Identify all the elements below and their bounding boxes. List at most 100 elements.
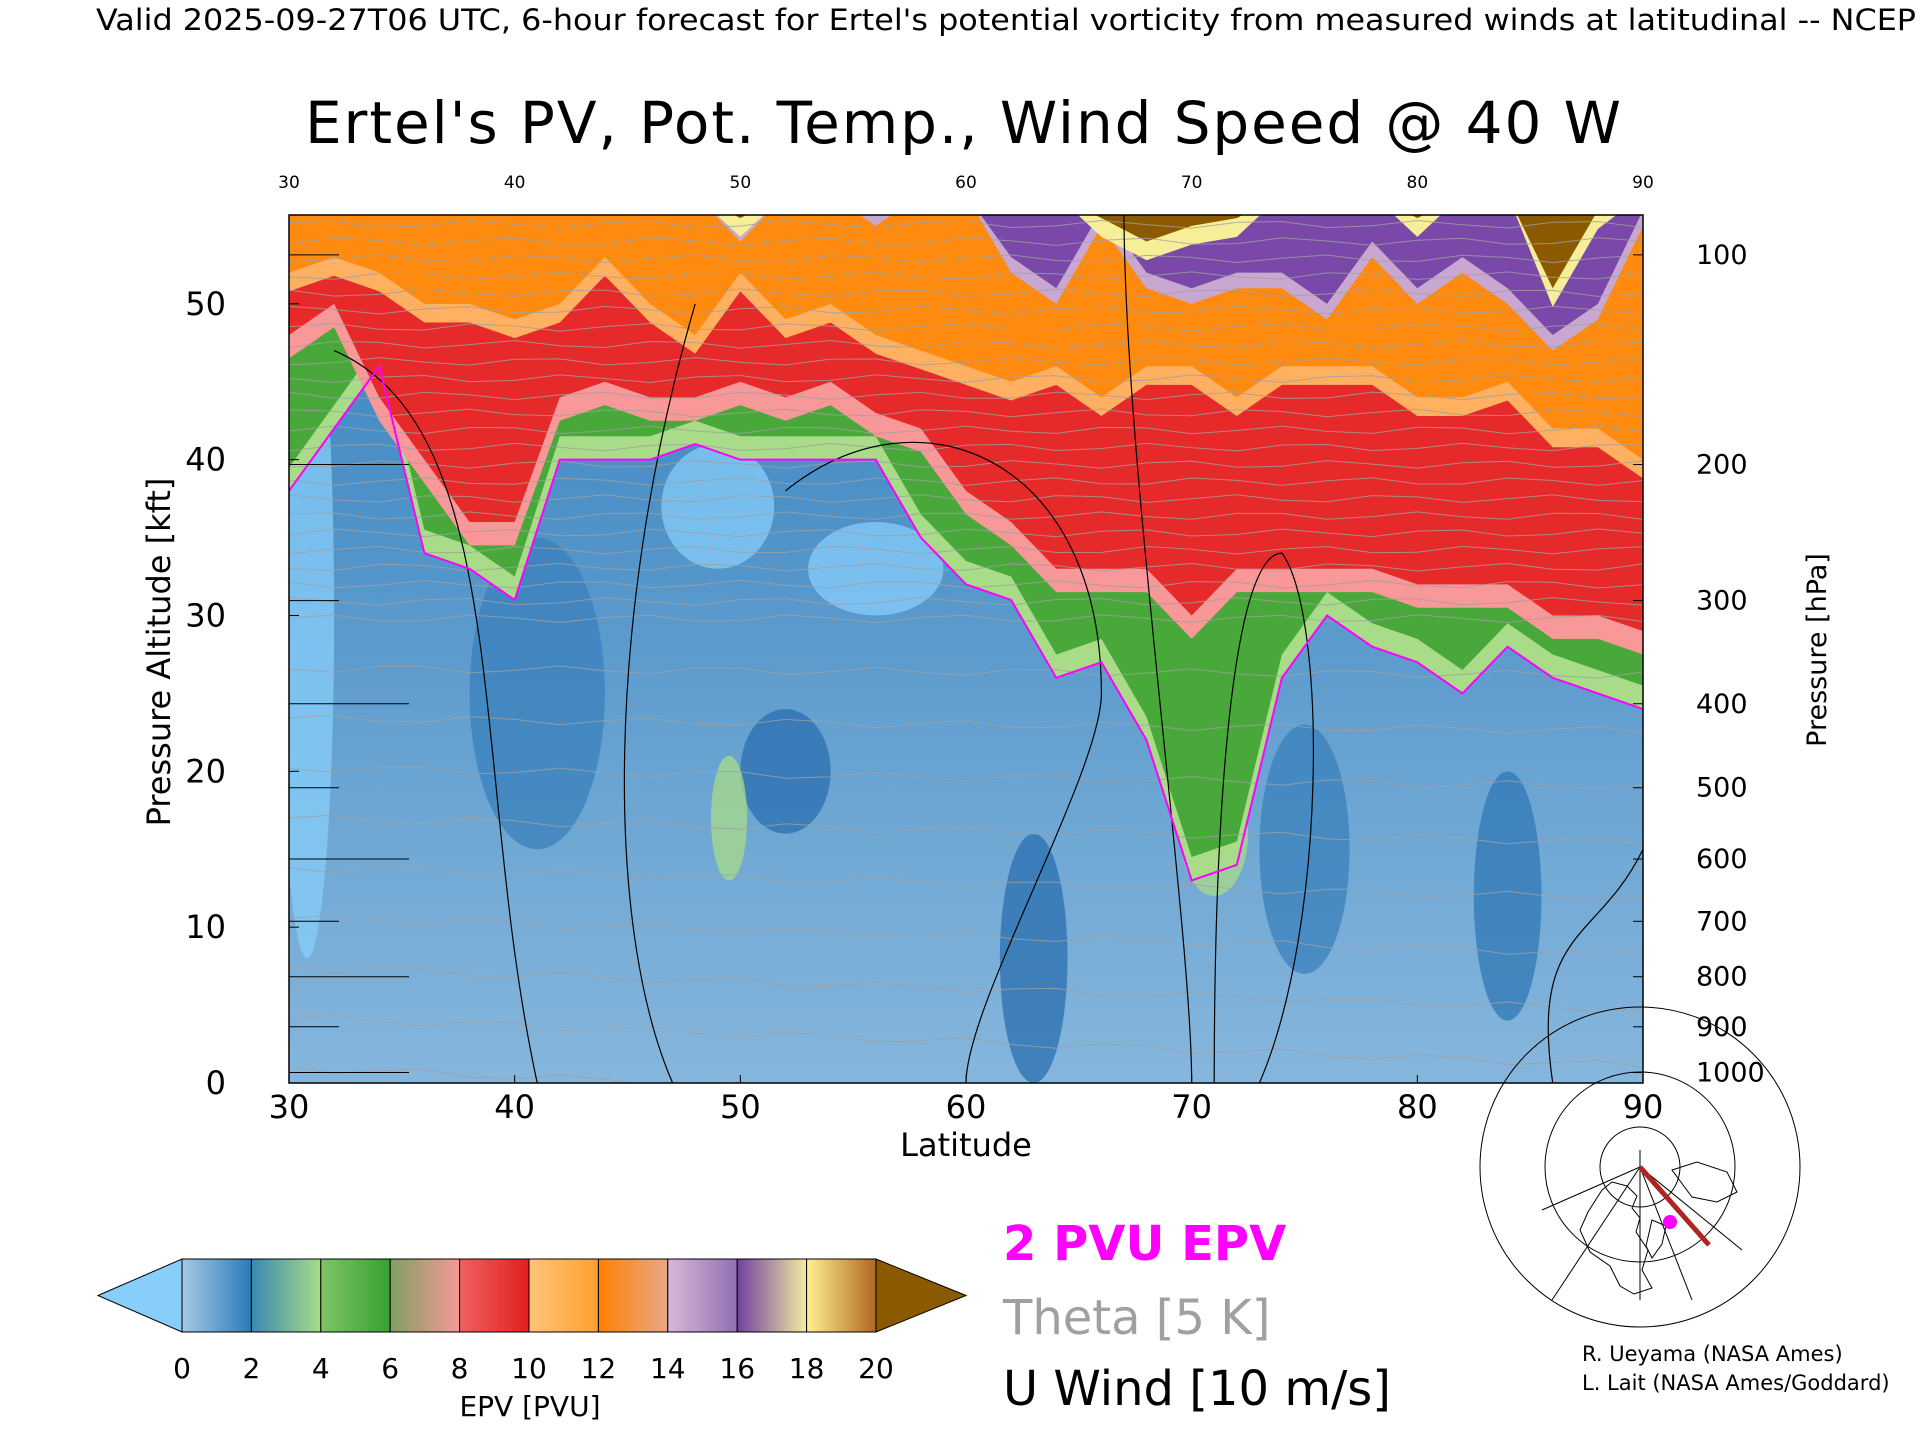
colorbar-segment [597, 1258, 669, 1333]
top-x-tick-label: 30 [278, 173, 300, 193]
top-x-tick-label: 60 [955, 173, 977, 193]
theta-contour [289, 391, 1643, 401]
colorbar-tick-label: 14 [650, 1352, 686, 1385]
theta-contour [289, 442, 1643, 452]
theta-contour [289, 665, 1643, 679]
theta-contour [289, 425, 1643, 435]
colorbar-segment [389, 1258, 461, 1333]
theta-contour [289, 357, 1643, 366]
band-16-18pvu [724, 215, 1641, 335]
theta-contour [289, 562, 1643, 572]
legend: 2 PVU EPV Theta [5 K] U Wind [10 m/s] [1002, 1216, 1391, 1417]
colorbar-over-triangle [875, 1258, 968, 1333]
theta-contour [289, 814, 1643, 846]
plot-area [289, 215, 1643, 1083]
theta-contour [289, 374, 1643, 383]
theta-contour [289, 511, 1643, 520]
theta-contour [289, 219, 1643, 229]
theta-contour [289, 528, 1643, 538]
y-tick-label: 30 [185, 596, 226, 634]
legend-wind: U Wind [10 m/s] [1003, 1361, 1391, 1417]
colorbar: 0 2 4 6 8 10 12 14 16 18 20 [96, 1258, 968, 1385]
theta-contour [289, 545, 1643, 555]
u-wind-contour [623, 303, 696, 1083]
theta-contour [289, 1014, 1643, 1068]
top-x-tick-label: 70 [1181, 173, 1203, 193]
y-tick-label: 40 [185, 441, 226, 479]
colorbar-tick-label: 8 [451, 1352, 469, 1385]
theta-contour [289, 714, 1643, 734]
colorbar-segment [806, 1258, 877, 1333]
pv-patch [1259, 724, 1350, 974]
pv-patch [740, 708, 831, 834]
credit-line: R. Ueyama (NASA Ames) [1582, 1342, 1843, 1366]
colorbar-tick-label: 0 [173, 1352, 191, 1385]
y-tick-label: 10 [185, 908, 226, 946]
x-tick-label: 60 [946, 1088, 987, 1126]
colorbar-under-triangle [96, 1258, 183, 1333]
legend-epv: 2 PVU EPV [1003, 1216, 1286, 1272]
locator-map [1479, 1006, 1801, 1328]
top-x-tick-label: 90 [1632, 173, 1654, 193]
colorbar-tick-label: 10 [511, 1352, 547, 1385]
theta-contour [289, 408, 1643, 418]
top-x-tick-label: 50 [730, 173, 752, 193]
colorbar-segment [736, 1258, 808, 1333]
y2-tick-label: 800 [1696, 962, 1748, 993]
figure-subtitle: Valid 2025-09-27T06 UTC, 6-hour forecast… [96, 3, 1916, 37]
y2-tick-label: 700 [1696, 906, 1748, 937]
u-wind-contour [333, 350, 538, 1083]
u-wind-contour [1123, 215, 1193, 1083]
theta-contour [289, 966, 1643, 1013]
y-tick-label: 0 [206, 1064, 226, 1102]
colorbar-tick-label: 16 [719, 1352, 755, 1385]
theta-contour [289, 460, 1643, 469]
y2-tick-label: 200 [1696, 450, 1748, 481]
theta-contour [289, 271, 1643, 281]
x-tick-label: 70 [1171, 1088, 1212, 1126]
colorbar-tick-label: 6 [381, 1352, 399, 1385]
theta-contour [289, 766, 1643, 790]
theta-contour [289, 323, 1643, 332]
pv-patch [661, 444, 775, 569]
colorbar-tick-label: 20 [858, 1352, 894, 1385]
theta-contour [289, 494, 1643, 503]
u-wind-contour [785, 441, 1103, 1083]
colorbar-tick-label: 2 [242, 1352, 260, 1385]
theta-contour [289, 305, 1643, 315]
colorbar-segment [528, 1258, 599, 1333]
u-wind-contour [1213, 552, 1314, 1083]
pv-patch [1473, 771, 1542, 1021]
colorbar-segment [181, 1258, 252, 1333]
2pvu-contour [289, 363, 1643, 882]
y2-tick-label: 100 [1696, 240, 1748, 271]
x-tick-label: 90 [1623, 1088, 1664, 1126]
x-tick-label: 80 [1397, 1088, 1438, 1126]
x-tick-label: 50 [720, 1088, 761, 1126]
x-tick-label: 40 [494, 1088, 535, 1126]
colorbar-segment [459, 1258, 530, 1333]
theta-contour [289, 339, 1643, 349]
location-marker [1663, 1215, 1677, 1229]
pv-patch [710, 755, 748, 881]
x-tick-label: 30 [269, 1088, 310, 1126]
u-wind-contour [1547, 848, 1643, 1083]
colorbar-tick-label: 18 [789, 1352, 825, 1385]
colorbar-segment [320, 1258, 391, 1333]
colorbar-label: EPV [PVU] [459, 1390, 600, 1423]
pv-patch [808, 521, 944, 616]
y2-tick-label: 600 [1696, 844, 1748, 875]
map-coastline [1579, 1161, 1738, 1295]
theta-contour [289, 288, 1643, 298]
y-tick-label: 50 [185, 285, 226, 323]
map-latitude-circle [1479, 1006, 1801, 1328]
colorbar-tick-label: 12 [581, 1352, 617, 1385]
theta-contour [289, 597, 1643, 606]
theta-contour [289, 477, 1643, 486]
y2-tick-label: 900 [1696, 1012, 1748, 1043]
chart-title: Ertel's PV, Pot. Temp., Wind Speed @ 40 … [305, 89, 1621, 157]
colorbar-segment [250, 1258, 322, 1333]
colorbar-segment [667, 1258, 738, 1333]
y2-tick-label: 300 [1696, 586, 1748, 617]
cross-section-track [1638, 1165, 1711, 1247]
